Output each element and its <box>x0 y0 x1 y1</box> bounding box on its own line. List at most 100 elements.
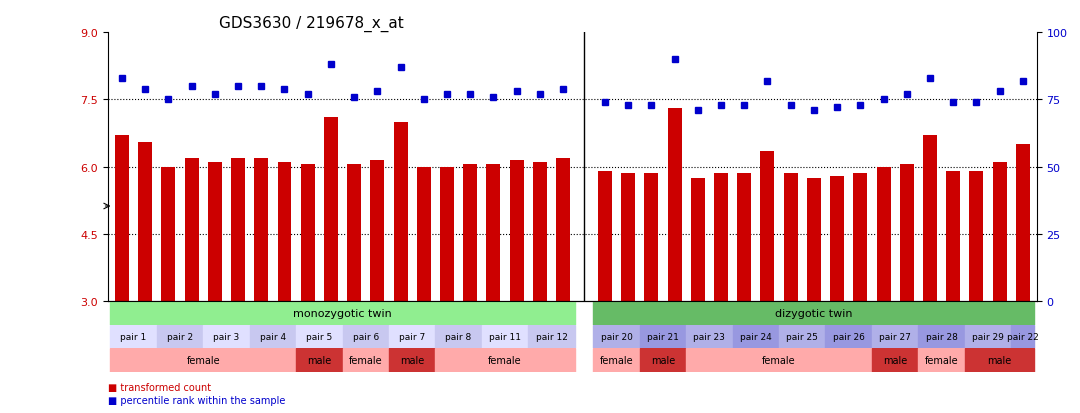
Bar <box>807 178 821 301</box>
Text: monozygotic twin: monozygotic twin <box>293 308 392 318</box>
Bar <box>645 174 659 301</box>
Text: pair 20: pair 20 <box>600 332 633 341</box>
Bar <box>138 142 152 301</box>
Text: female: female <box>924 355 958 365</box>
Text: female: female <box>187 355 220 365</box>
Text: female: female <box>349 355 382 365</box>
Bar <box>296 348 342 372</box>
Bar <box>110 325 157 348</box>
Bar <box>964 325 1011 348</box>
Text: female: female <box>599 355 633 365</box>
Text: pair 1: pair 1 <box>120 332 147 341</box>
Bar <box>1016 145 1030 301</box>
Text: ■ percentile rank within the sample: ■ percentile rank within the sample <box>108 395 285 405</box>
Text: female: female <box>762 355 796 365</box>
Text: GDS3630 / 219678_x_at: GDS3630 / 219678_x_at <box>219 16 404 32</box>
Bar <box>760 152 774 301</box>
Bar <box>157 325 203 348</box>
Bar <box>486 165 500 301</box>
Bar <box>714 174 728 301</box>
Bar <box>732 325 779 348</box>
Bar <box>831 176 845 301</box>
Bar <box>110 348 296 372</box>
Bar <box>389 348 435 372</box>
Text: pair 27: pair 27 <box>879 332 912 341</box>
Bar <box>435 325 482 348</box>
Bar <box>370 161 384 301</box>
Text: pair 29: pair 29 <box>972 332 1004 341</box>
Bar <box>593 348 639 372</box>
Text: male: male <box>307 355 332 365</box>
Bar <box>598 172 612 301</box>
Text: pair 5: pair 5 <box>306 332 333 341</box>
Text: pair 6: pair 6 <box>352 332 379 341</box>
Text: pair 2: pair 2 <box>167 332 193 341</box>
Bar <box>207 163 221 301</box>
Text: pair 7: pair 7 <box>399 332 426 341</box>
Bar <box>993 163 1007 301</box>
Text: pair 21: pair 21 <box>647 332 679 341</box>
Bar <box>825 325 872 348</box>
Bar <box>393 123 407 301</box>
Bar <box>114 136 129 301</box>
Bar <box>532 163 546 301</box>
Bar <box>1011 325 1035 348</box>
Bar <box>872 325 918 348</box>
Bar <box>185 158 199 301</box>
Text: pair 3: pair 3 <box>213 332 240 341</box>
Text: male: male <box>400 355 424 365</box>
Bar <box>593 325 639 348</box>
Bar <box>278 163 292 301</box>
Text: pair 8: pair 8 <box>445 332 472 341</box>
Bar <box>691 178 705 301</box>
Text: pair 4: pair 4 <box>260 332 286 341</box>
Bar <box>784 174 798 301</box>
Bar <box>249 325 296 348</box>
Bar <box>510 161 524 301</box>
Bar <box>918 348 964 372</box>
Text: pair 22: pair 22 <box>1007 332 1039 341</box>
Bar <box>872 348 918 372</box>
Text: pair 26: pair 26 <box>833 332 865 341</box>
Bar <box>686 325 732 348</box>
Bar <box>203 325 249 348</box>
Bar <box>342 348 389 372</box>
Bar <box>231 158 245 301</box>
Bar <box>347 165 361 301</box>
Bar <box>639 325 686 348</box>
Bar <box>342 325 389 348</box>
Text: pair 24: pair 24 <box>740 332 772 341</box>
Bar <box>667 109 681 301</box>
Text: male: male <box>987 355 1012 365</box>
Bar <box>964 348 1035 372</box>
Bar <box>900 165 914 301</box>
Bar <box>779 325 825 348</box>
Bar <box>556 158 570 301</box>
Bar <box>296 325 342 348</box>
Bar <box>300 165 314 301</box>
Text: pair 23: pair 23 <box>693 332 726 341</box>
Bar <box>639 348 686 372</box>
Text: ■ transformed count: ■ transformed count <box>108 382 211 392</box>
Bar <box>435 348 575 372</box>
Bar <box>417 167 431 301</box>
Bar <box>440 167 454 301</box>
Bar <box>686 348 872 372</box>
Bar <box>738 174 752 301</box>
Bar <box>463 165 477 301</box>
Bar <box>593 301 1035 325</box>
Bar <box>853 174 867 301</box>
Text: pair 25: pair 25 <box>786 332 819 341</box>
Text: female: female <box>488 355 522 365</box>
Text: dizygotic twin: dizygotic twin <box>775 308 852 318</box>
Bar <box>254 158 268 301</box>
Bar <box>621 174 635 301</box>
Bar <box>923 136 937 301</box>
Bar <box>918 325 964 348</box>
Text: male: male <box>883 355 907 365</box>
Bar <box>110 301 575 325</box>
Bar <box>528 325 575 348</box>
Bar <box>161 167 175 301</box>
Bar <box>389 325 435 348</box>
Text: pair 11: pair 11 <box>489 332 521 341</box>
